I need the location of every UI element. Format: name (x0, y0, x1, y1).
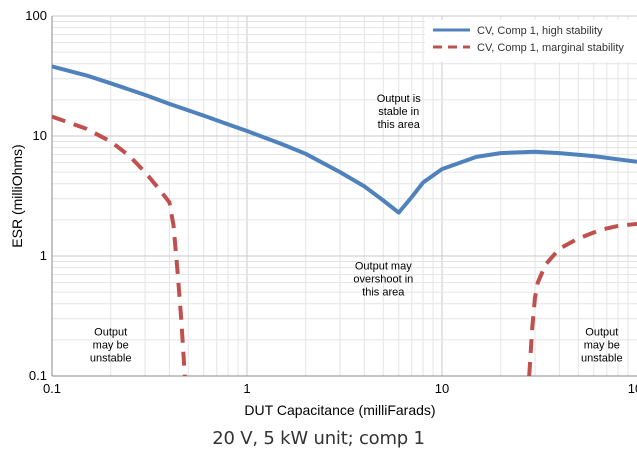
chart-annotations: Output is stable in this area Output may ove… (90, 93, 623, 364)
x-tick-label: 10 (628, 381, 637, 396)
region-annotation: Output may be unstable (581, 326, 623, 364)
region-annotation: Output may overshoot in this area (353, 261, 413, 299)
legend-background (425, 20, 637, 62)
legend-label: CV, Comp 1, high stability (477, 25, 603, 37)
region-annotation: Output is stable in this area (377, 93, 422, 131)
high-stability-line (51, 64, 637, 215)
legend-label: CV, Comp 1, marginal stability (477, 42, 624, 54)
marginal-stability-line (51, 114, 187, 377)
chart-tick-labels: 0.1 1 10 10 0.1 1 10 100 (25, 8, 637, 396)
y-tick-label: 100 (25, 8, 47, 23)
x-axis-title: DUT Capacitance (milliFarads) (244, 402, 435, 418)
chart-series (51, 64, 637, 377)
y-tick-label: 1 (40, 248, 47, 263)
y-axis-title: ESR (milliOhms) (9, 144, 25, 247)
y-tick-label: 10 (33, 128, 47, 143)
chart-legend: CV, Comp 1, high stability CV, Comp 1, ma… (425, 20, 637, 62)
x-tick-label: 0.1 (43, 381, 61, 396)
region-annotation: Output may be unstable (90, 326, 132, 364)
x-tick-label: 10 (435, 381, 449, 396)
chart-grid (51, 15, 637, 377)
x-tick-label: 1 (243, 381, 250, 396)
chart-axes (51, 16, 637, 377)
y-tick-label: 0.1 (29, 368, 47, 383)
chart-caption: 20 V, 5 kW unit; comp 1 (212, 428, 425, 449)
marginal-stability-line (527, 221, 637, 377)
